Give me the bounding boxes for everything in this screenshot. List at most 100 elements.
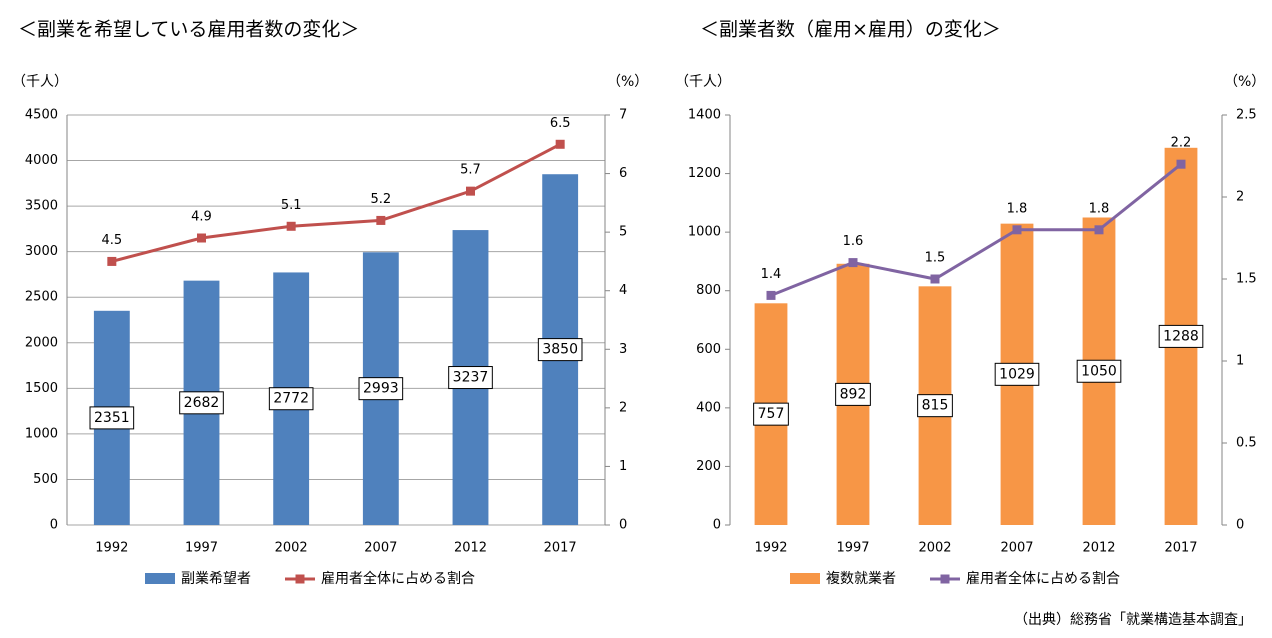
data-label-box xyxy=(89,406,135,430)
y-tick-label: 200 xyxy=(696,459,721,474)
line-marker xyxy=(466,186,475,196)
data-label-box xyxy=(179,391,224,415)
data-label: 5.1 xyxy=(281,198,302,213)
y-tick-label: 4500 xyxy=(25,108,58,123)
line xyxy=(111,142,561,263)
line-marker xyxy=(930,274,940,284)
x-tick-label: 2002 xyxy=(918,541,951,556)
y-tick-label: 3500 xyxy=(25,199,58,214)
y2-tick-label: 1 xyxy=(1236,354,1244,369)
data-label: 1029 xyxy=(999,366,1035,382)
y-tick-label: 1400 xyxy=(688,108,721,123)
data-label: 2.2 xyxy=(1171,136,1192,151)
chart: ＜副業者数（雇用×雇用）の変化＞ （千人） （%） 0 200 400 600 800 1000… xyxy=(675,19,1265,588)
chart-title: ＜副業を希望している雇用者数の変化＞ xyxy=(18,19,359,41)
y-tick-label: 0 xyxy=(713,518,721,533)
data-label-box xyxy=(917,394,953,418)
data-label-box xyxy=(448,366,493,390)
y-tick-label: 2500 xyxy=(25,290,58,305)
y-tick-label: 1500 xyxy=(25,381,58,396)
legend-label: 副業希望者 xyxy=(181,571,251,587)
y2-tick-label: 5 xyxy=(619,225,627,240)
y-tick-label: 0 xyxy=(50,518,58,533)
x-tick-label: 2012 xyxy=(1082,541,1115,556)
data-label: 1050 xyxy=(1081,363,1117,379)
data-label: 5.2 xyxy=(370,192,391,207)
line-marker xyxy=(1012,225,1022,235)
data-label: 2682 xyxy=(184,395,220,411)
data-label-box xyxy=(358,377,404,401)
data-label: 892 xyxy=(840,386,867,402)
y2-tick-label: 0 xyxy=(619,518,627,533)
data-label-box xyxy=(994,362,1040,386)
data-label: 1.8 xyxy=(1089,201,1110,216)
data-label: 5.7 xyxy=(460,163,481,178)
data-label: 757 xyxy=(758,406,785,422)
x-tick-label: 1997 xyxy=(185,541,218,556)
y-tick-label: 500 xyxy=(33,472,58,487)
y-tick-label: 1200 xyxy=(688,166,721,181)
data-label-box xyxy=(1158,324,1204,348)
line-marker xyxy=(197,233,206,243)
y-tick-label: 800 xyxy=(696,283,721,298)
y-axis-label: （千人） xyxy=(675,74,731,90)
data-label: 1288 xyxy=(1163,328,1199,344)
legend-label: 複数就業者 xyxy=(826,570,896,587)
x-tick-label: 1992 xyxy=(754,541,787,556)
data-label: 2351 xyxy=(94,410,130,426)
y2-axis-label: （%） xyxy=(607,74,648,90)
y2-tick-label: 2.5 xyxy=(1236,108,1257,123)
y-tick-label: 1000 xyxy=(25,426,58,441)
y2-tick-label: 0.5 xyxy=(1236,436,1257,451)
data-label: 1.5 xyxy=(925,251,946,266)
x-tick-label: 2017 xyxy=(1164,541,1197,556)
data-label: 3237 xyxy=(453,370,489,386)
y2-tick-label: 6 xyxy=(619,166,627,181)
legend-label: 雇用者全体に占める割合 xyxy=(321,570,475,587)
data-label-box xyxy=(537,338,583,362)
y-tick-label: 600 xyxy=(696,342,721,357)
y2-tick-label: 1.5 xyxy=(1236,272,1257,287)
y-tick-label: 3000 xyxy=(25,244,58,259)
data-label: 4.9 xyxy=(191,210,212,225)
y2-tick-label: 4 xyxy=(619,283,627,298)
legend-swatch xyxy=(145,573,175,584)
x-tick-label: 2002 xyxy=(275,541,308,556)
line-marker xyxy=(376,215,386,225)
legend-swatch xyxy=(790,573,820,584)
data-label: 815 xyxy=(922,398,949,414)
data-label-box xyxy=(1076,359,1122,383)
y2-tick-label: 7 xyxy=(619,108,627,123)
x-tick-label: 2012 xyxy=(454,541,487,556)
y2-tick-label: 2 xyxy=(1236,190,1244,205)
chart: ＜副業を希望している雇用者数の変化＞ （千人） （%） 0 500 1000 1500 200… xyxy=(12,19,648,588)
legend-marker xyxy=(940,574,950,584)
data-label-box xyxy=(835,382,871,406)
data-label: 3850 xyxy=(542,342,578,358)
y-tick-label: 1000 xyxy=(688,225,721,240)
x-tick-label: 2017 xyxy=(544,541,577,556)
line xyxy=(770,163,1182,297)
y-tick-label: 400 xyxy=(696,400,721,415)
data-label: 2772 xyxy=(273,391,309,407)
data-label: 2993 xyxy=(363,381,399,397)
line-marker xyxy=(107,256,117,266)
x-tick-label: 1997 xyxy=(836,541,869,556)
line-marker xyxy=(1176,159,1186,169)
data-label: 6.5 xyxy=(550,116,571,131)
y2-tick-label: 2 xyxy=(619,400,627,415)
y2-tick-label: 3 xyxy=(619,342,627,357)
data-label-box xyxy=(753,402,789,426)
chart-title: ＜副業者数（雇用×雇用）の変化＞ xyxy=(700,19,1001,41)
y2-axis-label: （%） xyxy=(1224,74,1265,90)
y-tick-label: 2000 xyxy=(25,335,58,350)
line-marker xyxy=(1094,225,1104,235)
line-marker xyxy=(848,258,858,268)
x-tick-label: 2007 xyxy=(1000,541,1033,556)
y-axis-label: （千人） xyxy=(12,74,68,90)
line-marker xyxy=(555,139,565,149)
data-label: 1.4 xyxy=(761,267,782,282)
data-label-box xyxy=(268,387,314,411)
x-tick-label: 1992 xyxy=(95,541,128,556)
